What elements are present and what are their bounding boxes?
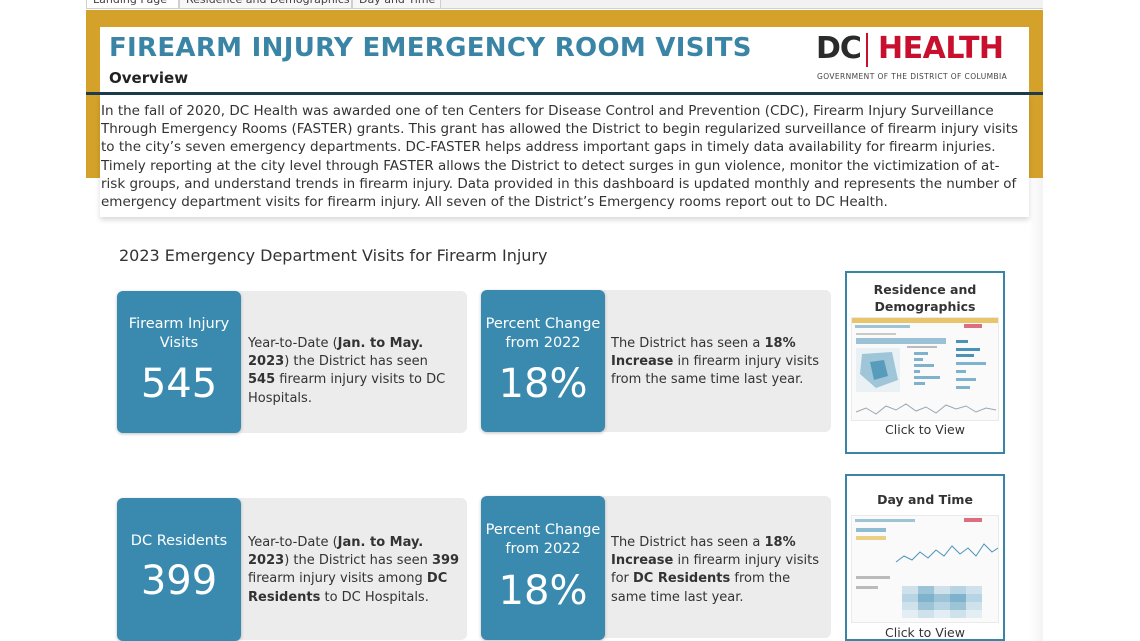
- tab-day-and-time[interactable]: Day and Time: [352, 0, 441, 9]
- day-time-thumbnail: [851, 515, 999, 623]
- kpi-visits-change-value: 18%: [498, 361, 588, 407]
- section-title: 2023 Emergency Department Visits for Fir…: [119, 246, 548, 265]
- kpi-visits-change-label: Percent Change from 2022: [485, 316, 601, 351]
- kpi-visits-label: Firearm Injury Visits: [128, 316, 230, 351]
- kpi-residents-change-description: The District has seen a 18% Increase in …: [611, 535, 820, 605]
- residence-demographics-click-to-view[interactable]: Click to View: [885, 422, 965, 437]
- day-time-thumbnail-graphic: [855, 518, 998, 618]
- logo-divider: [866, 33, 868, 67]
- residence-demographics-nav-title: Residence and Demographics: [873, 282, 977, 314]
- kpi-residents-description: Year-to-Date (Jan. to May. 2023) the Dis…: [248, 535, 460, 605]
- page-subtitle: Overview: [109, 69, 189, 87]
- day-time-click-to-view[interactable]: Click to View: [885, 625, 965, 640]
- residence-thumbnail-graphic: [852, 318, 998, 415]
- kpi-visits-change-description: The District has seen a 18% Increase in …: [611, 336, 820, 388]
- header-rule: [86, 92, 1043, 95]
- kpi-residents-change-value: 18%: [498, 568, 588, 614]
- canvas-edge-shadow: [1029, 178, 1043, 641]
- day-time-nav-card[interactable]: Day and Time Click to View: [845, 474, 1005, 641]
- tab-strip: Landing Page Residence and Demographics …: [86, 0, 1043, 9]
- tab-residence-and-demographics[interactable]: Residence and Demographics: [179, 0, 352, 9]
- residence-demographics-nav-card[interactable]: Residence and Demographics: [845, 271, 1005, 454]
- dc-health-logo: DC HEALTH GOVERNMENT OF THE DISTRICT OF …: [816, 31, 1016, 81]
- tab-landing-page[interactable]: Landing Page: [86, 0, 179, 9]
- logo-subtitle: GOVERNMENT OF THE DISTRICT OF COLUMBIA: [817, 72, 1008, 81]
- kpi-residents-tile: DC Residents 399: [117, 498, 241, 641]
- kpi-residents-value: 399: [140, 558, 218, 604]
- header-card: FIREARM INJURY EMERGENCY ROOM VISITS Ove…: [100, 27, 1029, 93]
- kpi-visits-change-tile: Percent Change from 2022 18%: [481, 290, 605, 432]
- kpi-visits-tile: Firearm Injury Visits 545: [117, 291, 241, 433]
- kpi-visits-description: Year-to-Date (Jan. to May. 2023) the Dis…: [248, 336, 446, 406]
- kpi-residents-change-label: Percent Change from 2022: [485, 522, 601, 557]
- intro-card: In the fall of 2020, DC Health was award…: [100, 95, 1029, 217]
- logo-health-text: HEALTH: [878, 31, 1004, 66]
- logo-dc-text: DC: [816, 31, 862, 66]
- residence-demographics-thumbnail: [851, 317, 999, 421]
- intro-paragraph: In the fall of 2020, DC Health was award…: [101, 103, 1019, 211]
- kpi-residents-label: DC Residents: [130, 533, 228, 549]
- page-title: FIREARM INJURY EMERGENCY ROOM VISITS: [109, 33, 752, 63]
- kpi-visits-value: 545: [140, 361, 218, 407]
- kpi-residents-change-tile: Percent Change from 2022 18%: [481, 496, 605, 640]
- day-time-nav-title: Day and Time: [877, 492, 973, 507]
